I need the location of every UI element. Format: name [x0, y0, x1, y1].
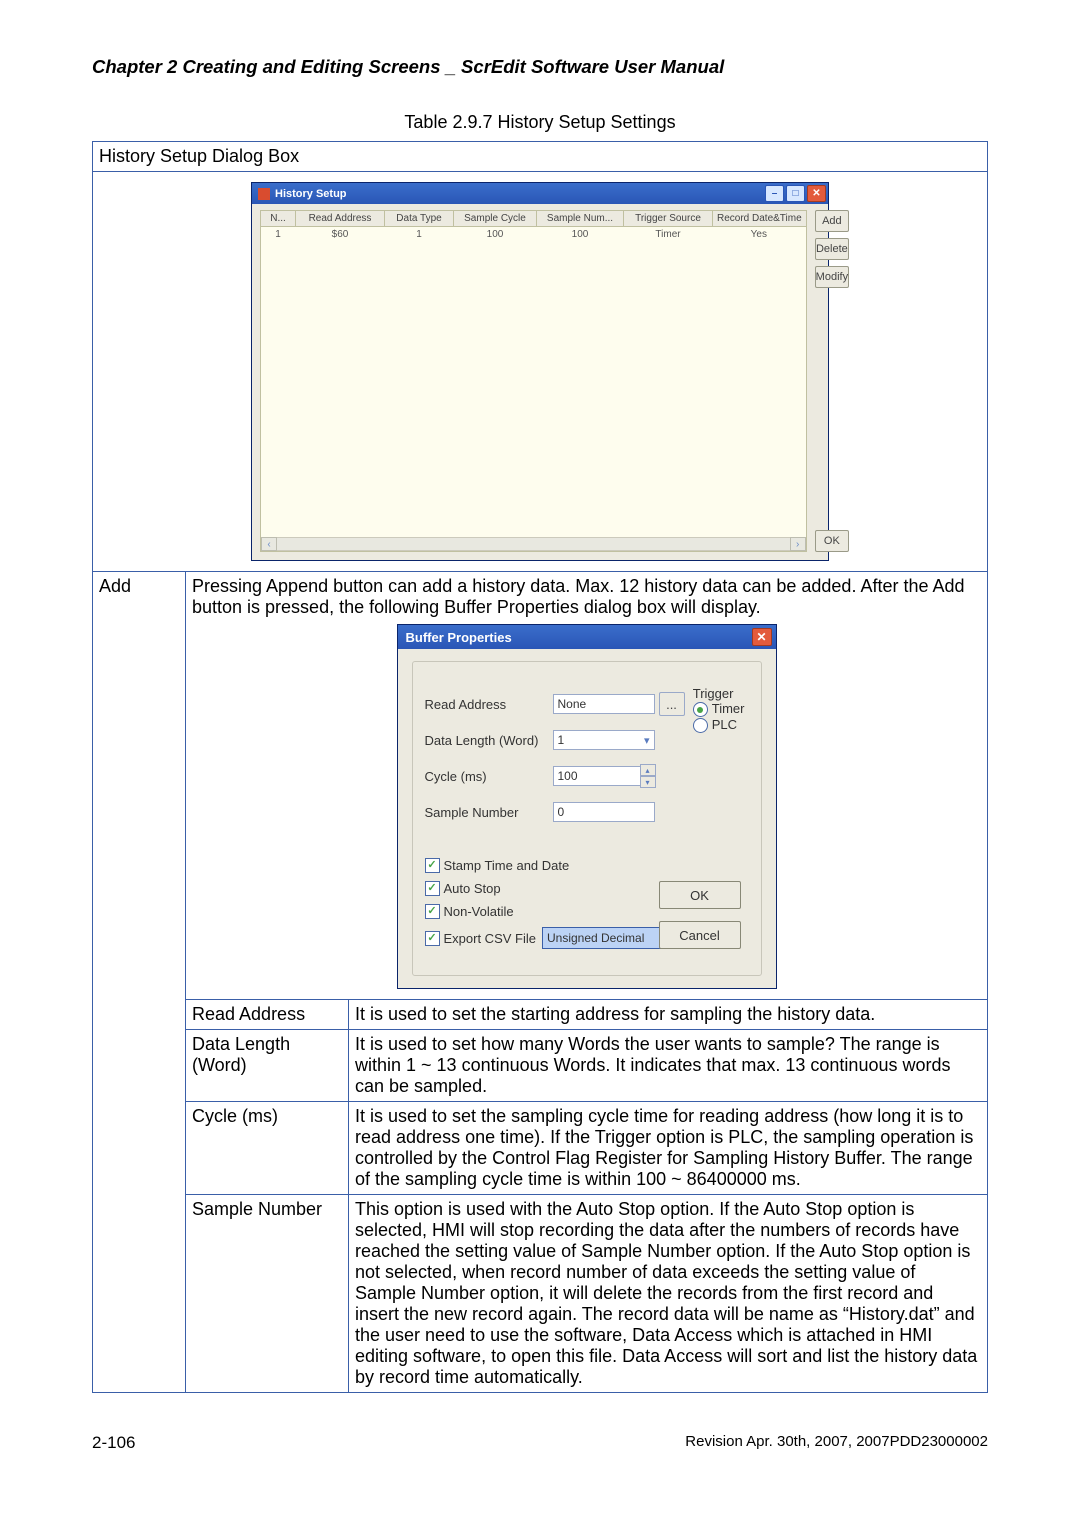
- table-row[interactable]: 1 $60 1 100 100 Timer Yes: [261, 227, 806, 242]
- table-header: History Setup Dialog Box: [93, 142, 988, 172]
- close-icon[interactable]: ✕: [807, 185, 826, 202]
- col: Data Type: [385, 211, 454, 226]
- col: Sample Num...: [537, 211, 624, 226]
- close-icon[interactable]: ✕: [752, 628, 772, 646]
- table-caption: Table 2.9.7 History Setup Settings: [92, 112, 988, 133]
- scrollbar[interactable]: ‹ ›: [261, 537, 806, 551]
- col: Read Address: [296, 211, 385, 226]
- export-format-select[interactable]: Unsigned Decimal: [542, 927, 674, 949]
- ok-button[interactable]: OK: [659, 881, 741, 909]
- cycle-input[interactable]: 100: [553, 766, 641, 786]
- buffer-properties-window: Buffer Properties ✕ Trigger Timer PLC: [397, 624, 777, 989]
- minimize-icon[interactable]: –: [765, 185, 784, 202]
- stamp-checkbox[interactable]: Stamp Time and Date: [425, 858, 749, 873]
- revision-text: Revision Apr. 30th, 2007, 2007PDD2300000…: [685, 1433, 988, 1453]
- trigger-plc-radio[interactable]: PLC: [693, 717, 745, 733]
- chapter-title: Chapter 2 Creating and Editing Screens _…: [92, 56, 988, 78]
- delete-button[interactable]: Delete: [815, 238, 849, 260]
- sample-number-input[interactable]: 0: [553, 802, 655, 822]
- row-key: Read Address: [186, 1000, 349, 1030]
- app-icon: [258, 188, 270, 200]
- buffer-properties-title: Buffer Properties: [406, 630, 752, 645]
- row-val: It is used to set how many Words the use…: [349, 1030, 988, 1102]
- row-key: Data Length (Word): [186, 1030, 349, 1102]
- add-button[interactable]: Add: [815, 210, 849, 232]
- read-address-label: Read Address: [425, 697, 553, 712]
- trigger-label: Trigger: [693, 686, 745, 701]
- row-val: It is used to set the starting address f…: [349, 1000, 988, 1030]
- sample-number-label: Sample Number: [425, 805, 553, 820]
- browse-button[interactable]: ...: [659, 692, 685, 716]
- col: Trigger Source: [624, 211, 713, 226]
- cycle-label: Cycle (ms): [425, 769, 553, 784]
- cancel-button[interactable]: Cancel: [659, 921, 741, 949]
- row-key: Sample Number: [186, 1195, 349, 1393]
- col: Sample Cycle: [454, 211, 537, 226]
- trigger-timer-radio[interactable]: Timer: [693, 701, 745, 717]
- row-key: Cycle (ms): [186, 1102, 349, 1195]
- scroll-right-icon[interactable]: ›: [790, 537, 806, 551]
- add-label: Add: [93, 572, 186, 1393]
- maximize-icon[interactable]: □: [786, 185, 805, 202]
- page-number: 2-106: [92, 1433, 135, 1453]
- add-description: Pressing Append button can add a history…: [192, 576, 981, 618]
- row-val: This option is used with the Auto Stop o…: [349, 1195, 988, 1393]
- data-length-label: Data Length (Word): [425, 733, 553, 748]
- col: N...: [261, 211, 296, 226]
- modify-button[interactable]: Modify: [815, 266, 849, 288]
- data-length-select[interactable]: 1: [553, 730, 655, 750]
- history-list[interactable]: N... Read Address Data Type Sample Cycle…: [260, 210, 807, 552]
- history-list-header: N... Read Address Data Type Sample Cycle…: [261, 211, 806, 227]
- read-address-input[interactable]: None: [553, 694, 655, 714]
- cycle-spinner[interactable]: ▴▾: [640, 764, 656, 788]
- row-val: It is used to set the sampling cycle tim…: [349, 1102, 988, 1195]
- ok-button[interactable]: OK: [815, 530, 849, 552]
- col: Record Date&Time: [713, 211, 806, 226]
- scroll-left-icon[interactable]: ‹: [261, 537, 277, 551]
- history-setup-window: History Setup – □ ✕ N... Read Address Da…: [251, 182, 829, 561]
- history-setup-title: History Setup: [275, 188, 763, 200]
